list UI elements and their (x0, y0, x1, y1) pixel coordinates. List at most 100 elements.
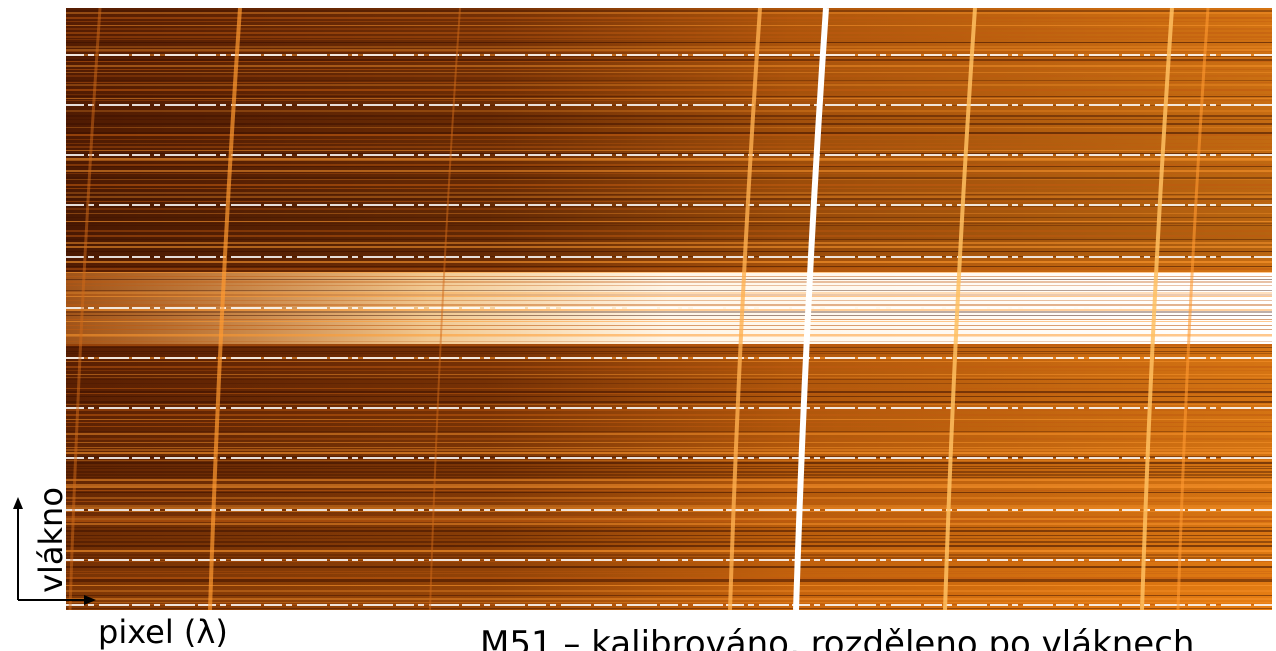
fiber-stripe (66, 334, 1272, 336)
fiber-stripe (66, 28, 1272, 30)
x-arrow-head (84, 595, 96, 605)
fiber-stripe (66, 49, 1272, 51)
fiber-stripe (66, 61, 1272, 62)
fiber-stripe (66, 321, 1272, 322)
fiber-stripe (66, 300, 1272, 301)
spectral-line (1140, 8, 1174, 610)
fiber-stripe (66, 246, 1272, 248)
fiber-stripe (66, 36, 1272, 38)
fiber-stripe (66, 452, 1272, 454)
fiber-stripe (66, 545, 1272, 547)
fiber-stripe (66, 80, 1272, 81)
fiber-stripe (66, 292, 1272, 294)
fiber-stripe (66, 530, 1272, 532)
fiber-stripe (66, 438, 1272, 440)
fiber-stripe (66, 115, 1272, 117)
fiber-stripe (66, 21, 1272, 22)
fiber-stripe (66, 198, 1272, 200)
fiber-stripe (66, 347, 1272, 348)
fiber-stripe (66, 119, 1272, 120)
fiber-stripe (66, 272, 1272, 273)
fiber-stripe (66, 554, 1272, 556)
fiber-stripe (66, 370, 1272, 371)
fiber-stripe (66, 388, 1272, 389)
fiber-stripe (66, 419, 1272, 420)
fiber-stripe (66, 194, 1272, 195)
fiber-stripe (66, 235, 1272, 237)
fiber-stripe (66, 82, 1272, 83)
fiber-stripe (66, 466, 1272, 467)
fiber-stripe (66, 94, 1272, 95)
fiber-stripe (66, 518, 1272, 520)
fiber-stripe (66, 164, 1272, 166)
fiber-stripe (66, 379, 1272, 380)
fiber-stripe (66, 309, 1272, 311)
fiber-stripe (66, 150, 1272, 151)
fiber-stripe (66, 192, 1272, 194)
fiber-stripe (66, 12, 1272, 14)
fiber-stripe (66, 507, 1272, 509)
fiber-stripe (66, 65, 1272, 67)
fiber-stripe (66, 25, 1272, 26)
fiber-stripe (66, 276, 1272, 277)
fiber-stripe (66, 460, 1272, 461)
fiber-stripe (66, 573, 1272, 574)
fiber-stripe (66, 391, 1272, 393)
fiber-stripe (66, 223, 1272, 224)
fiber-stripe (66, 311, 1272, 313)
fiber-stripe (66, 414, 1272, 416)
fiber-stripe (66, 69, 1272, 70)
spectral-line (793, 8, 829, 610)
fiber-stripe (66, 173, 1272, 174)
fiber-stripe (66, 96, 1272, 97)
fiber-stripe (66, 279, 1272, 280)
fiber-stripe (66, 225, 1272, 226)
fiber-stripe (66, 188, 1272, 189)
fiber-stripe (66, 341, 1272, 342)
y-arrow-head (13, 497, 23, 509)
fiber-stripe (66, 230, 1272, 232)
fiber-stripe (66, 602, 1272, 603)
fiber-stripe (66, 608, 1272, 609)
fiber-stripe (66, 98, 1272, 99)
fiber-stripe (66, 17, 1272, 19)
spectral-line (728, 8, 762, 610)
caption: M51 – kalibrováno, rozděleno po vláknech (480, 624, 1194, 651)
fiber-stripe (66, 516, 1272, 518)
fiber-stripe (66, 208, 1272, 210)
fiber-stripe (66, 501, 1272, 502)
spectral-line (208, 8, 242, 610)
fiber-stripe (66, 32, 1272, 34)
fiber-stripe (66, 10, 1272, 12)
fiber-stripe (66, 422, 1272, 423)
fiber-stripe (66, 281, 1272, 283)
fiber-stripe (66, 166, 1272, 167)
fiber-stripe (66, 468, 1272, 469)
fiber-stripe (66, 471, 1272, 473)
fiber-stripe (66, 56, 1272, 57)
fiber-stripe (66, 315, 1272, 316)
fiber-stripe (66, 490, 1272, 491)
fiber-stripe (66, 353, 1272, 354)
fiber-stripe (66, 336, 1272, 337)
spectral-image (66, 8, 1272, 610)
fiber-stripe (66, 59, 1272, 61)
fiber-stripe (66, 579, 1272, 581)
fiber-stripe (66, 143, 1272, 144)
fiber-stripe (66, 110, 1272, 112)
stripes (66, 10, 1272, 609)
fiber-stripe (66, 158, 1272, 160)
fiber-stripe (66, 239, 1272, 240)
fiber-stripe (66, 196, 1272, 198)
fiber-stripe (66, 581, 1272, 582)
fiber-stripe (66, 557, 1272, 559)
fiber-stripe (66, 511, 1272, 512)
fiber-stripe (66, 100, 1272, 101)
fiber-stripe (66, 184, 1272, 186)
fiber-stripe (66, 401, 1272, 403)
fiber-stripe (66, 206, 1272, 207)
fiber-stripe (66, 571, 1272, 572)
fiber-stripe (66, 351, 1272, 352)
fiber-stripe (66, 42, 1272, 43)
